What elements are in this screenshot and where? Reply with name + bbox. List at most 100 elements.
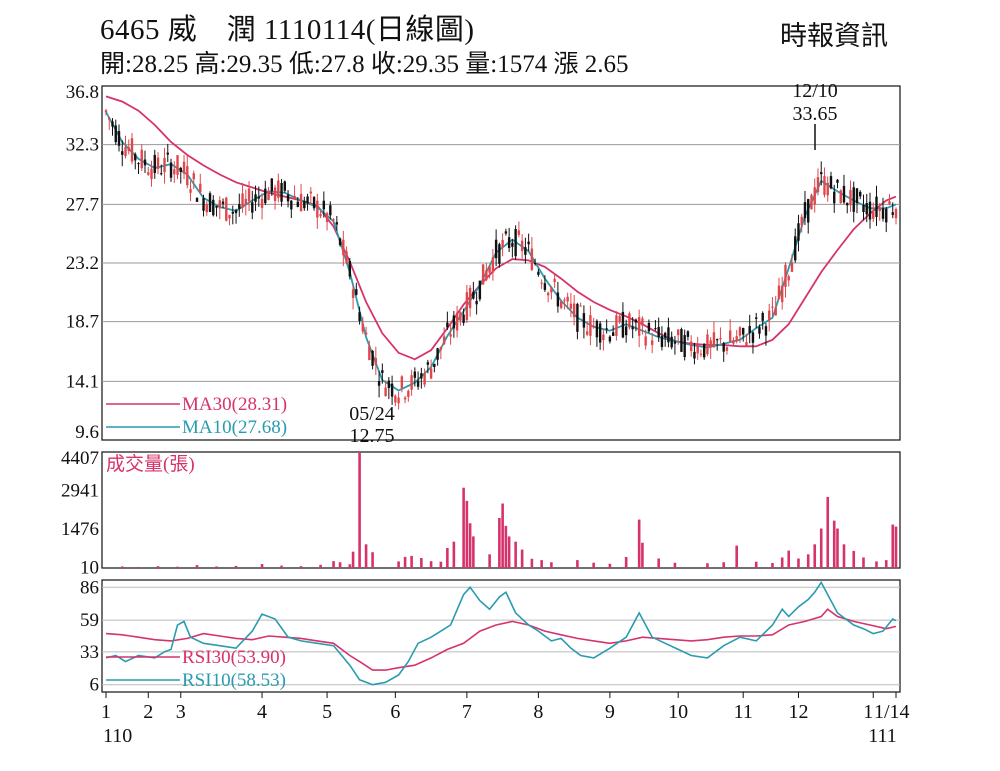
candle-body [699, 353, 703, 355]
candle-body [673, 341, 677, 344]
candle-body [634, 319, 638, 323]
candle-body [777, 285, 781, 300]
candle-body [143, 159, 147, 166]
candle-body [738, 327, 742, 336]
candle-body [455, 312, 459, 331]
candle-body [579, 305, 582, 307]
volume-bar [507, 536, 511, 568]
candle-body [836, 179, 839, 183]
volume-bar [842, 544, 846, 568]
candle-body [829, 176, 833, 189]
rsi-tick-label: 33 [80, 642, 99, 663]
candle-body [751, 332, 755, 343]
candle-body [800, 216, 803, 226]
candle-body [121, 151, 124, 155]
candle-body [891, 212, 894, 215]
candle-body [605, 328, 608, 330]
price-tick-label: 23.2 [66, 253, 99, 274]
volume-bar [501, 503, 504, 568]
volume-bar [215, 566, 218, 568]
volume-bar [891, 524, 895, 568]
candle-body [433, 363, 436, 368]
volume-bar [120, 566, 124, 568]
candle-body [764, 326, 768, 336]
candle-body [316, 200, 319, 218]
candle-body [556, 292, 560, 307]
candle-body [342, 239, 345, 256]
candle-body [426, 362, 430, 365]
candle-body [660, 336, 664, 348]
candle-body [885, 208, 888, 223]
volume-bar [319, 564, 322, 568]
candle-body [238, 204, 241, 209]
candle-body [306, 196, 309, 204]
candle-body [546, 292, 550, 296]
candle-body [846, 202, 849, 206]
candle-body [355, 289, 358, 295]
x-year-label: 111 [868, 725, 897, 747]
candle-body [774, 307, 777, 316]
candle-body [517, 230, 521, 235]
candle-body [225, 197, 228, 221]
candle-body [696, 344, 699, 354]
volume-bar [504, 525, 508, 568]
candle-body [134, 154, 137, 161]
candle-body [550, 287, 553, 293]
candle-body [449, 334, 452, 337]
candle-body [637, 317, 641, 336]
candle-body [400, 376, 404, 389]
x-tick-label: 5 [322, 701, 332, 723]
candle-body [267, 190, 270, 201]
volume-bar [875, 561, 878, 568]
candle-body [644, 336, 647, 346]
rsi-panel: 86 59 33 6 RSI30(53.90)RSI10(58.53) [80, 577, 901, 696]
volume-bar [452, 541, 456, 568]
candle-body [390, 383, 394, 397]
candle-body [384, 387, 387, 396]
volume-bar [530, 558, 534, 568]
candle-body [179, 167, 182, 173]
volume-bar [358, 452, 361, 568]
high-annotation-value: 33.65 [793, 103, 838, 125]
volume-bar [299, 566, 303, 568]
candle-body [368, 346, 371, 361]
candle-body [719, 338, 722, 340]
candle-body [611, 332, 615, 336]
volume-tick-label: 4407 [61, 448, 99, 469]
candle-body [212, 199, 215, 216]
candle-body [533, 263, 537, 265]
volume-bar [852, 550, 856, 568]
candle-body [335, 222, 339, 225]
candle-body [494, 239, 498, 259]
candle-body [833, 191, 836, 204]
candle-body [436, 348, 439, 360]
candle-body [387, 380, 391, 389]
volume-tick-label: 10 [80, 558, 99, 579]
candle-body [364, 332, 368, 335]
candle-body [439, 346, 443, 351]
volume-bar [771, 562, 774, 568]
candle-body [169, 162, 173, 178]
candle-body [712, 332, 716, 347]
candle-body [572, 303, 576, 318]
candle-body [595, 320, 599, 338]
rsi-tick-label: 59 [80, 610, 99, 631]
candle-body [485, 270, 488, 280]
candle-body [462, 314, 465, 323]
volume-bar [338, 562, 342, 568]
candle-body [826, 182, 829, 196]
candle-body [807, 199, 810, 223]
candle-body [881, 208, 885, 219]
price-series-ma10 [105, 111, 897, 392]
candle-body [527, 241, 530, 245]
candle-body [514, 229, 517, 257]
candle-body [176, 155, 179, 175]
candle-body [608, 336, 612, 342]
candle-body [381, 370, 384, 373]
candle-body [686, 331, 690, 337]
candle-body [394, 395, 397, 403]
candle-body [468, 287, 472, 309]
candle-body [702, 343, 706, 358]
